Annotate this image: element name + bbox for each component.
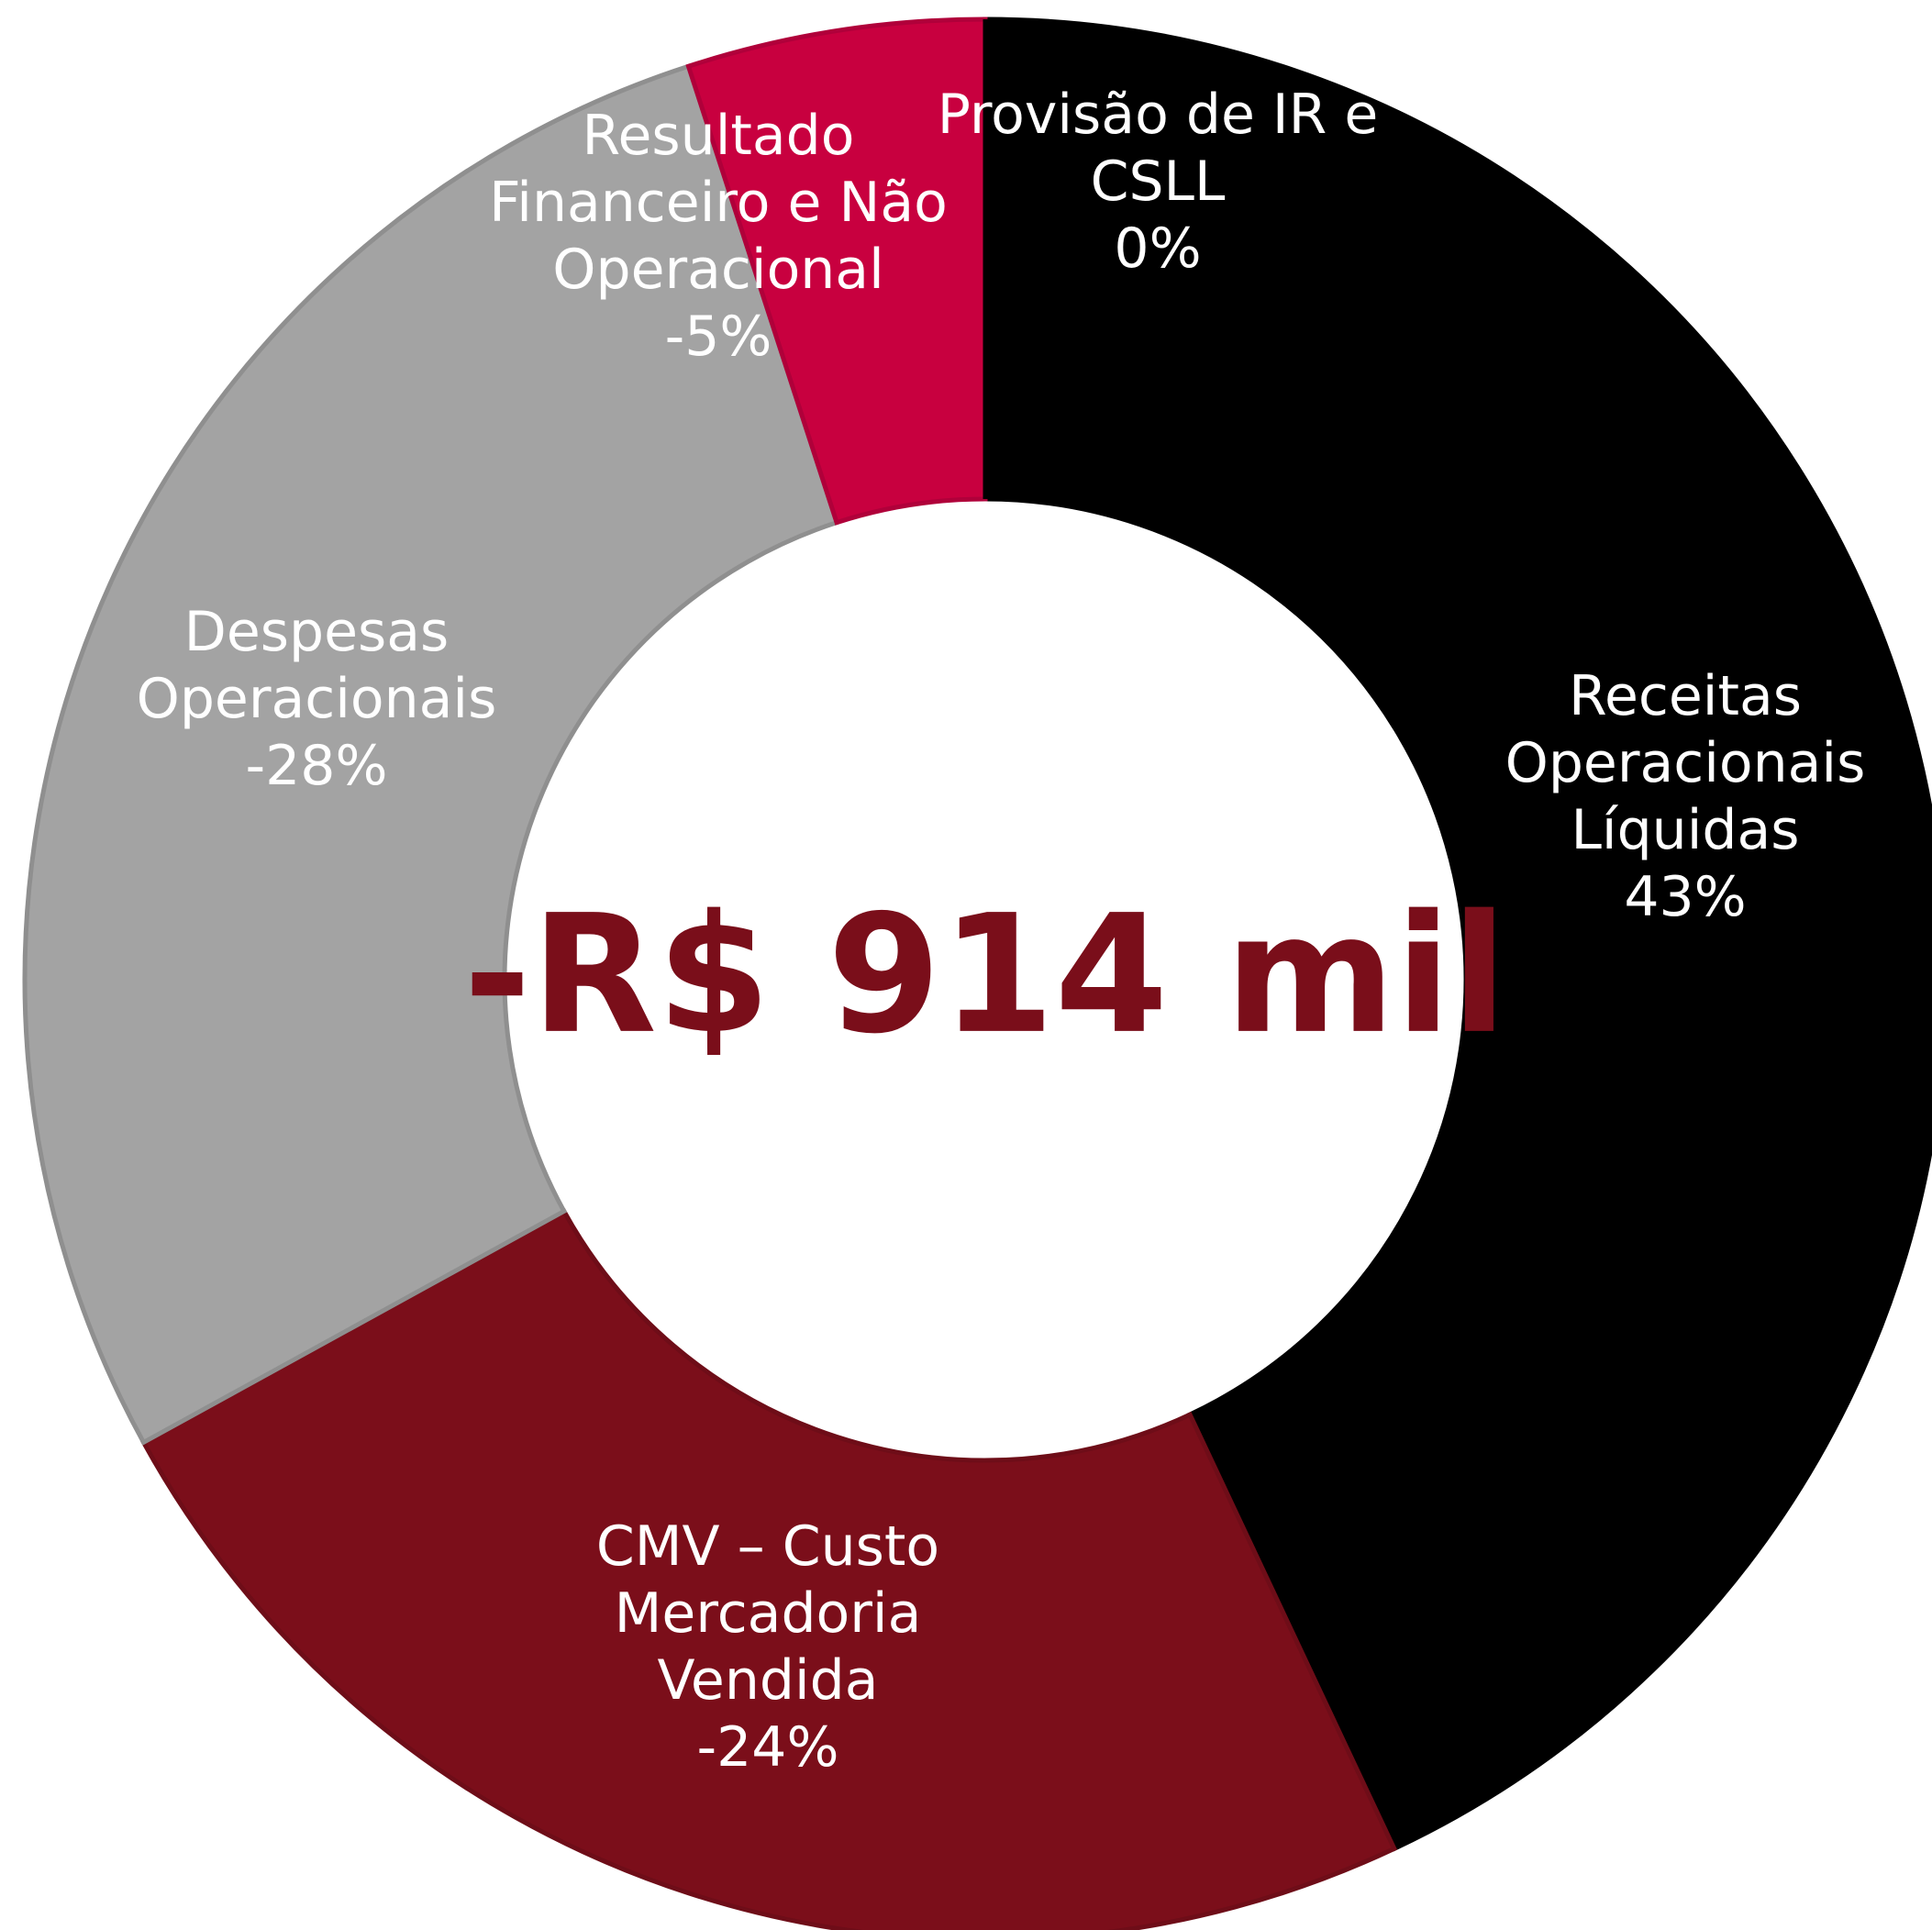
- slice: [22, 63, 840, 1446]
- value-label: -24%: [696, 1715, 838, 1780]
- value-label: -5%: [665, 305, 772, 369]
- slice-label: Provisão de IR e CSLL: [938, 83, 1379, 214]
- center-label: -R$ 914 mil: [463, 880, 1507, 1070]
- slices: [22, 17, 1932, 1930]
- value-label: -28%: [245, 734, 387, 798]
- value-label: 43%: [1624, 865, 1746, 929]
- slice-label: Receitas Operacionais Líquidas: [1505, 664, 1866, 862]
- slice-label: Resultado Financeiro e Não Operacional: [489, 104, 948, 302]
- value-label: 0%: [1114, 216, 1201, 281]
- slice: [140, 1208, 1398, 1930]
- slice-label: CMV – Custo Mercadoria Vendida: [596, 1514, 939, 1713]
- slice: [983, 17, 1932, 1852]
- slice-label: Despesas Operacionais: [137, 600, 497, 731]
